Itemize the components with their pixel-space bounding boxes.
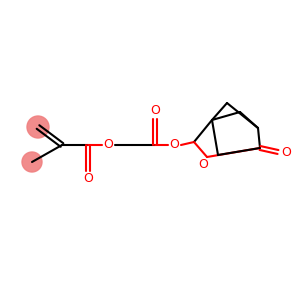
Text: O: O bbox=[150, 104, 160, 118]
Text: O: O bbox=[198, 158, 208, 172]
Circle shape bbox=[27, 116, 49, 138]
Text: O: O bbox=[103, 139, 113, 152]
Text: O: O bbox=[83, 172, 93, 185]
Circle shape bbox=[22, 152, 42, 172]
Text: O: O bbox=[169, 139, 179, 152]
Text: O: O bbox=[281, 146, 291, 158]
